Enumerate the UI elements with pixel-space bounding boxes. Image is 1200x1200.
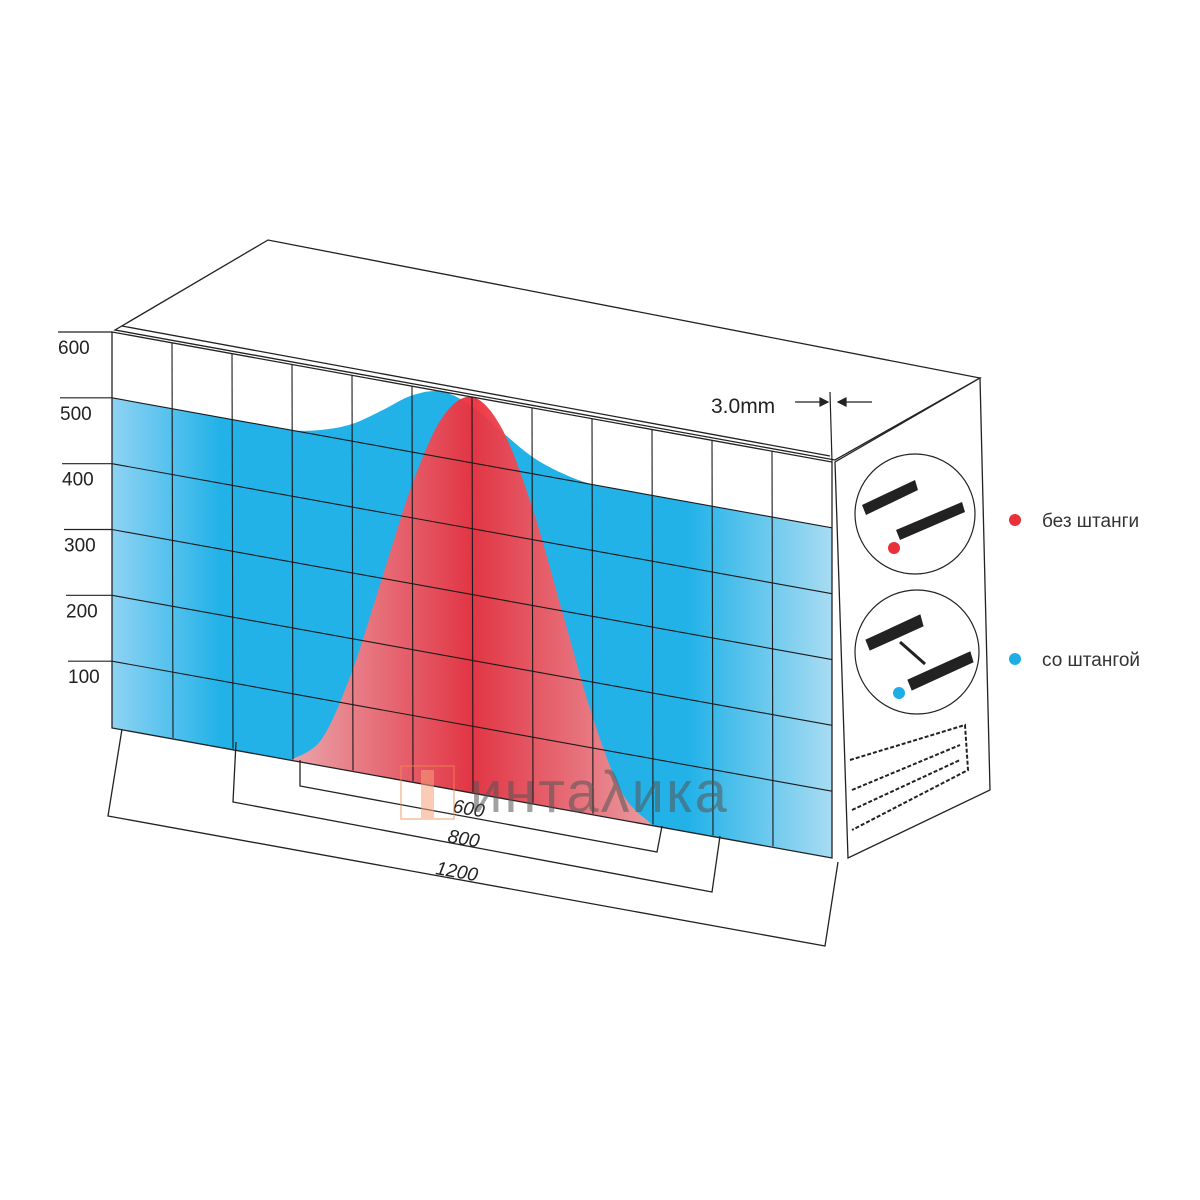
bracket-800 — [232, 741, 721, 893]
red-dot-marker — [888, 542, 900, 554]
drawer-runner-icon — [862, 480, 965, 540]
illustration-with-rod — [854, 589, 980, 715]
level-label: 100 — [68, 667, 100, 688]
grid-row-line — [112, 528, 832, 661]
thickness-callout — [795, 391, 872, 463]
level-label: 600 — [58, 338, 90, 359]
level-label: 500 — [60, 404, 92, 425]
legend-label-with-rod: со штангой — [1042, 650, 1140, 671]
legend-label-without-rod: без штанги — [1042, 511, 1139, 532]
watermark-logo: интаλика — [400, 760, 729, 825]
legend-swatch-with-rod — [1009, 653, 1021, 665]
bracket-600 — [299, 760, 663, 853]
level-label: 400 — [62, 470, 94, 491]
bracket-1200 — [107, 728, 839, 947]
grid-row-line — [112, 463, 832, 595]
dimension-800: 800 — [446, 826, 481, 852]
grid-row-line — [112, 397, 832, 529]
dimension-1200: 1200 — [434, 858, 480, 886]
runner-illustrations — [849, 453, 980, 831]
level-axis: 600 500 400 300 200 100 — [58, 331, 112, 688]
grid — [112, 342, 832, 847]
dimension-brackets — [107, 728, 839, 947]
series-area-without-rod — [292, 396, 652, 858]
blue-dot-marker — [893, 687, 905, 699]
level-label: 200 — [66, 601, 98, 622]
thickness-label: 3.0mm — [711, 395, 775, 418]
legend-swatch-without-rod — [1009, 514, 1021, 526]
front-panel — [111, 331, 833, 859]
drawer-runner-rod-icon — [865, 614, 974, 691]
grid-row-line — [112, 660, 832, 792]
legend: без штанги со штангой — [1009, 511, 1140, 671]
illustration-without-rod — [854, 453, 976, 575]
level-label: 300 — [64, 536, 96, 557]
grid-row-line — [112, 594, 832, 726]
drawer-mechanism-icon — [849, 723, 970, 831]
watermark-text: интаλика — [470, 760, 729, 825]
